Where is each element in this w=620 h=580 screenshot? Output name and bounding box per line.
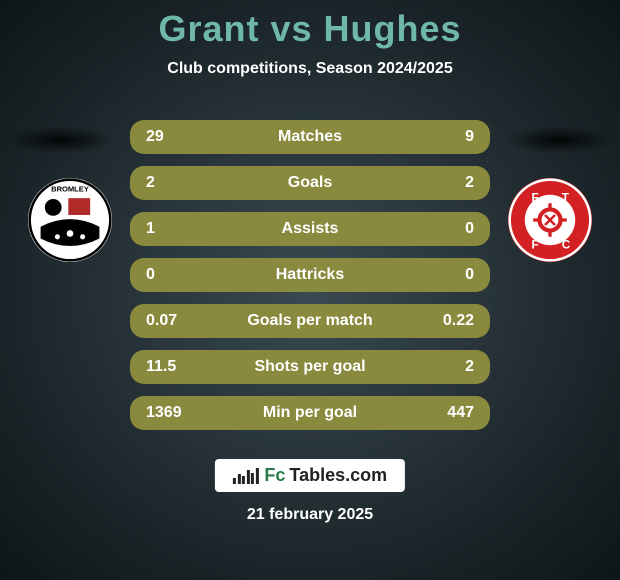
bars-icon [233, 468, 259, 484]
svg-text:F: F [532, 192, 539, 205]
stat-row: 2Goals2 [130, 166, 490, 200]
player-shadow-right [504, 126, 614, 154]
svg-text:C: C [562, 239, 571, 252]
stat-left-value: 1 [146, 220, 206, 238]
player-shadow-left [6, 126, 116, 154]
svg-text:F: F [532, 239, 539, 252]
subtitle: Club competitions, Season 2024/2025 [0, 60, 620, 78]
stat-left-value: 2 [146, 174, 206, 192]
stat-label: Assists [206, 220, 414, 238]
stat-right-value: 0 [414, 266, 474, 284]
stat-label: Min per goal [206, 404, 414, 422]
stat-label: Shots per goal [206, 358, 414, 376]
stat-left-value: 11.5 [146, 358, 206, 376]
stat-row: 1Assists0 [130, 212, 490, 246]
stats-table: 29Matches92Goals21Assists00Hattricks00.0… [130, 120, 490, 442]
stat-label: Matches [206, 128, 414, 146]
stat-right-value: 447 [414, 404, 474, 422]
date-label: 21 february 2025 [0, 506, 620, 524]
stat-right-value: 0 [414, 220, 474, 238]
svg-text:BROMLEY: BROMLEY [51, 184, 89, 193]
stat-right-value: 0.22 [414, 312, 474, 330]
stat-right-value: 2 [414, 358, 474, 376]
club-badge-right: F T F C [508, 178, 592, 262]
brand-prefix: Fc [264, 465, 285, 486]
stat-row: 0.07Goals per match0.22 [130, 304, 490, 338]
stat-row: 11.5Shots per goal2 [130, 350, 490, 384]
stat-left-value: 29 [146, 128, 206, 146]
stat-left-value: 0.07 [146, 312, 206, 330]
stat-label: Goals per match [206, 312, 414, 330]
stat-row: 1369Min per goal447 [130, 396, 490, 430]
stat-left-value: 0 [146, 266, 206, 284]
page-title: Grant vs Hughes [0, 0, 620, 50]
brand-suffix: Tables.com [289, 465, 387, 486]
fctables-logo: FcTables.com [215, 459, 405, 492]
svg-text:T: T [562, 192, 570, 205]
stat-label: Goals [206, 174, 414, 192]
stat-left-value: 1369 [146, 404, 206, 422]
stat-right-value: 2 [414, 174, 474, 192]
club-badge-left: BROMLEY [28, 178, 112, 262]
stat-row: 29Matches9 [130, 120, 490, 154]
stat-right-value: 9 [414, 128, 474, 146]
stat-row: 0Hattricks0 [130, 258, 490, 292]
stat-label: Hattricks [206, 266, 414, 284]
